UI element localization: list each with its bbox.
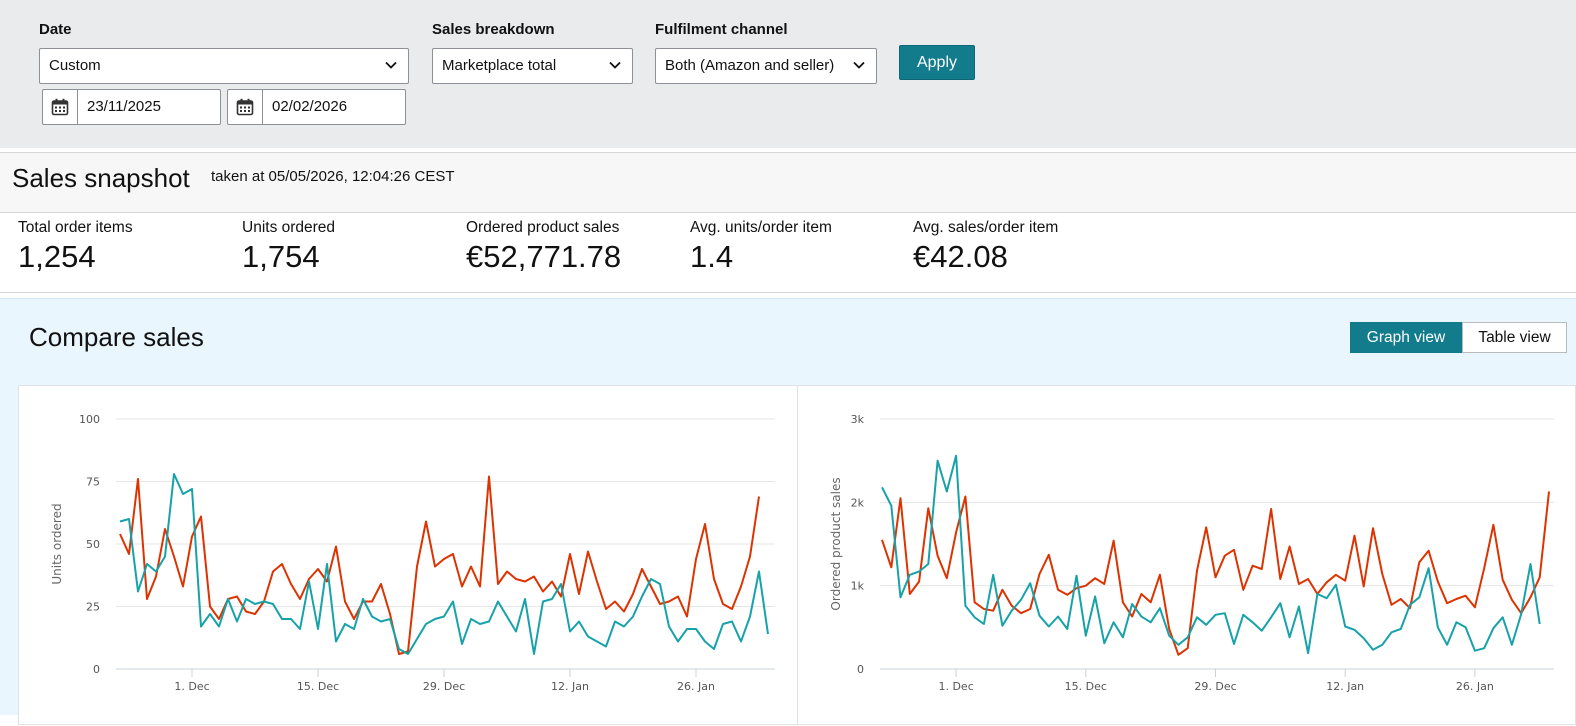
- chevron-down-icon: [609, 61, 621, 69]
- series-line-teal[interactable]: [119, 473, 769, 655]
- apply-button[interactable]: Apply: [899, 45, 975, 80]
- calendar-icon[interactable]: [228, 90, 263, 124]
- fulfilment-channel-select[interactable]: Both (Amazon and seller): [655, 48, 877, 84]
- metric-value: 1.4: [690, 239, 734, 274]
- date-range-value: Custom: [49, 57, 101, 74]
- series-line-teal[interactable]: [881, 454, 1541, 655]
- metric-label: Ordered product sales: [466, 219, 620, 236]
- metric-label: Avg. units/order item: [690, 219, 832, 236]
- x-tick-label: 1. Dec: [938, 680, 973, 693]
- graph-view-button[interactable]: Graph view: [1350, 322, 1462, 353]
- y-axis-label: Units ordered: [50, 503, 64, 584]
- product-sales-chart-panel: 0 1k 2k 3k 1. Dec 15. Dec 29. Dec 12. Jan 26. Ja…: [797, 385, 1576, 725]
- x-tick-label: 12. Jan: [1326, 680, 1364, 693]
- series-line-red[interactable]: [881, 491, 1550, 656]
- y-tick-label: 0: [857, 663, 864, 676]
- sales-breakdown-value: Marketplace total: [442, 57, 557, 74]
- fulfilment-channel-value: Both (Amazon and seller): [665, 57, 835, 74]
- metric-value: €42.08: [913, 239, 1008, 274]
- sales-breakdown-label: Sales breakdown: [432, 21, 555, 38]
- y-tick-label: 1k: [851, 580, 865, 593]
- metric-value: 1,254: [18, 239, 96, 274]
- compare-sales-section: Compare sales Graph view Table view 0 25 5…: [0, 298, 1576, 725]
- units-ordered-chart-panel: 0 25 50 75 100 1. Dec 15. Dec 29. Dec 12. Jan 26.…: [18, 385, 798, 725]
- y-tick-label: 2k: [851, 496, 865, 509]
- filter-bar: Date Custom 23/11/2025 02/02/2026 Sales …: [0, 0, 1576, 148]
- metric-avg-units-per-order-item: Avg. units/order item 1.4: [690, 219, 832, 275]
- y-tick-label: 100: [79, 413, 100, 426]
- x-tick-label: 26. Jan: [1456, 680, 1494, 693]
- metric-avg-sales-per-order-item: Avg. sales/order item €42.08: [913, 219, 1058, 275]
- chevron-down-icon: [385, 61, 397, 69]
- x-tick-label: 12. Jan: [551, 680, 589, 693]
- x-tick-label: 26. Jan: [677, 680, 715, 693]
- metric-value: €52,771.78: [466, 239, 622, 274]
- compare-sales-title: Compare sales: [29, 322, 204, 352]
- sales-snapshot-title: Sales snapshot: [12, 163, 190, 193]
- metric-value: 1,754: [242, 239, 320, 274]
- series-line-red[interactable]: [119, 475, 760, 655]
- x-tick-label: 29. Dec: [1194, 680, 1236, 693]
- y-tick-label: 50: [86, 538, 100, 551]
- date-filter-label: Date: [39, 21, 72, 38]
- end-date-field[interactable]: 02/02/2026: [227, 89, 406, 125]
- start-date-value: 23/11/2025: [87, 98, 161, 115]
- sales-breakdown-select[interactable]: Marketplace total: [432, 48, 633, 84]
- y-tick-label: 75: [86, 476, 100, 489]
- snapshot-timestamp: taken at 05/05/2026, 12:04:26 CEST: [211, 168, 455, 185]
- metric-label: Total order items: [18, 219, 133, 236]
- snapshot-metrics: Total order items 1,254 Units ordered 1,…: [0, 213, 1576, 293]
- metric-ordered-product-sales: Ordered product sales €52,771.78: [466, 219, 621, 275]
- metric-label: Units ordered: [242, 219, 336, 236]
- end-date-value: 02/02/2026: [272, 98, 348, 115]
- date-range-select[interactable]: Custom: [39, 48, 409, 84]
- y-axis-label: Ordered product sales: [829, 477, 843, 610]
- fulfilment-channel-label: Fulfilment channel: [655, 21, 788, 38]
- metric-total-order-items: Total order items 1,254: [18, 219, 133, 275]
- y-tick-label: 0: [93, 663, 100, 676]
- metric-units-ordered: Units ordered 1,754: [242, 219, 335, 275]
- x-tick-label: 15. Dec: [297, 680, 339, 693]
- x-tick-label: 29. Dec: [423, 680, 465, 693]
- units-ordered-chart: 0 25 50 75 100 1. Dec 15. Dec 29. Dec 12. Jan 26.…: [50, 413, 775, 693]
- calendar-icon[interactable]: [43, 90, 78, 124]
- table-view-button[interactable]: Table view: [1462, 322, 1567, 353]
- chevron-down-icon: [853, 61, 865, 69]
- sales-snapshot-header: Sales snapshot taken at 05/05/2026, 12:0…: [0, 152, 1576, 213]
- y-tick-label: 25: [86, 601, 100, 614]
- start-date-field[interactable]: 23/11/2025: [42, 89, 221, 125]
- y-tick-label: 3k: [851, 413, 865, 426]
- metric-label: Avg. sales/order item: [913, 219, 1059, 236]
- x-tick-label: 1. Dec: [174, 680, 209, 693]
- product-sales-chart: 0 1k 2k 3k 1. Dec 15. Dec 29. Dec 12. Jan 26. Ja…: [829, 413, 1554, 693]
- x-tick-label: 15. Dec: [1065, 680, 1107, 693]
